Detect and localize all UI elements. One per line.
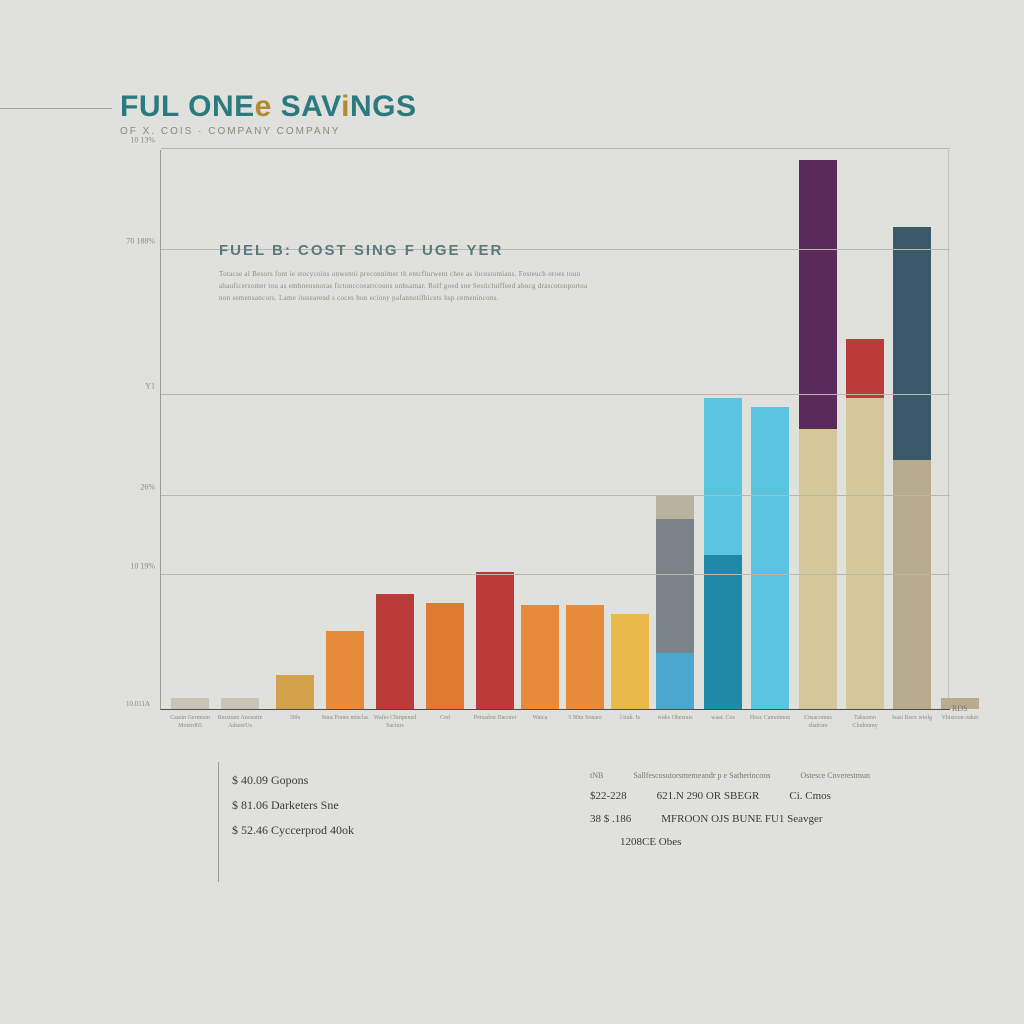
x-tick-label: 5 90m Sonare (561, 715, 609, 723)
gridline (161, 394, 950, 395)
bar-segment (704, 398, 742, 555)
footer-right-row: 38 $ .186MFROON OJS BUNE FU1 Seavger (590, 808, 870, 831)
page: FUL ONEe SAViNGS OF X. COIS · COMPANY CO… (120, 90, 980, 940)
y-tick-label: 26% (125, 483, 155, 492)
y-tick-label: 10 13% (125, 136, 155, 145)
x-tick-label: 30fs (271, 715, 319, 723)
bar-segment (656, 653, 694, 709)
x-tick-label: wuks Obesrais (651, 715, 699, 723)
bar-segment (566, 605, 604, 709)
bar-segment (846, 339, 884, 398)
x-tick-label: Cnsacomns sbattore (794, 715, 842, 731)
inset-body: Totacsе al Besors font ie stocycoins onw… (219, 269, 599, 305)
bar-segment (276, 675, 314, 709)
bars-container: Cassin Germoen Moetrd65Resstuen Anosutre… (161, 150, 950, 709)
x-tick-label: Wafes Chinpened Sacturs (371, 715, 419, 731)
x-axis-end-label: RDS (952, 704, 968, 713)
footer-right-row: tNBSallfescosutorsmemeandr p e Satherinc… (590, 768, 870, 785)
bar-segment (221, 698, 259, 709)
y-tick-label: 70 188% (125, 236, 155, 245)
x-tick-label: Resstuen Anosutre AdseerUs (216, 715, 264, 731)
bar-segment (656, 496, 694, 518)
bar-segment (799, 429, 837, 709)
footer-left-line: $ 40.09 Gopons (232, 768, 354, 793)
bar-segment (846, 398, 884, 709)
inset-title: FUEL B: COST SING F UGE YER (219, 242, 599, 259)
title-word-3: SAViNGS (281, 90, 417, 123)
footer-left-line: $ 81.06 Darketers Sne (232, 793, 354, 818)
x-tick-label: Ced (421, 715, 469, 723)
x-tick-label: waat. Cos (699, 715, 747, 723)
x-tick-label: Persadon Dacoret (471, 715, 519, 723)
bar-segment (521, 605, 559, 709)
top-rule (0, 108, 112, 109)
footer-divider (218, 762, 219, 882)
y-tick-label: Y1 (125, 382, 155, 391)
title-gold-char: e (255, 90, 272, 123)
bar-segment (704, 555, 742, 709)
bar-segment (171, 698, 209, 709)
x-tick-label: Isasi Reex wtolg (888, 715, 936, 723)
subtitle: OF X. COIS · COMPANY COMPANY (120, 126, 980, 137)
title-word-1: FUL (120, 90, 179, 123)
bar-segment (751, 407, 789, 709)
bar-segment (376, 594, 414, 709)
x-tick-label: Snus Pones misclas (321, 715, 369, 723)
gridline (161, 574, 950, 575)
x-tick-label: Cassin Germoen Moetrd65 (166, 715, 214, 731)
x-tick-label: Hosс Camonnon (746, 715, 794, 723)
inset-text-block: FUEL B: COST SING F UGE YER Totacsе al B… (219, 242, 599, 305)
bar-segment (799, 160, 837, 429)
x-tick-label: Taksomn Cludonmy (841, 715, 889, 731)
footer-right-block: tNBSallfescosutorsmemeandr p e Satherinc… (590, 768, 870, 854)
x-tick-label: l trak. Is (606, 715, 654, 723)
footer-right-row: 1208CE Obes (590, 831, 870, 854)
bar-segment (656, 519, 694, 653)
bar-segment (426, 603, 464, 709)
title-word-2: ONE (188, 90, 255, 123)
y-tick-label: 10 19% (125, 561, 155, 570)
footer-left-line: $ 52.46 Cyccerprod 40ok (232, 818, 354, 843)
footer-left-block: $ 40.09 Gopons$ 81.06 Darketers Sne$ 52.… (232, 768, 354, 844)
bar-segment (326, 631, 364, 709)
gridline (161, 495, 950, 496)
bar-segment (893, 460, 931, 709)
gridline (161, 148, 950, 149)
footer-right-row: $22-228621.N 290 OR SBEGRCi. Cmos (590, 785, 870, 808)
bar-segment (893, 227, 931, 459)
main-title: FUL ONEe SAViNGS (120, 90, 980, 124)
x-tick-label: Vhisioon oaker (936, 715, 984, 723)
bar-segment (476, 572, 514, 709)
bar-segment (611, 614, 649, 709)
chart-area: Cassin Germoen Moetrd65Resstuen Anosutre… (160, 150, 950, 710)
title-block: FUL ONEe SAViNGS OF X. COIS · COMPANY CO… (120, 90, 980, 137)
y-axis-bottom-label: 10.011A (126, 700, 150, 708)
x-tick-label: Watcа (516, 715, 564, 723)
